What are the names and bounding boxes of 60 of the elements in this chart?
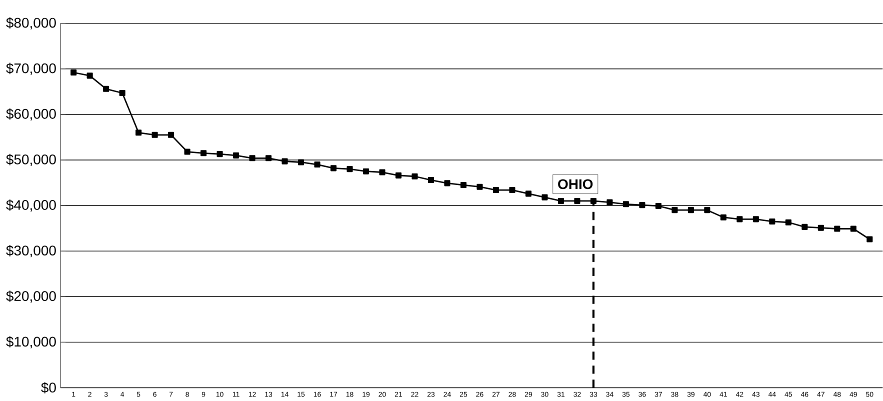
point	[850, 226, 856, 232]
point	[639, 202, 646, 208]
point	[525, 190, 532, 197]
point	[606, 199, 613, 206]
point	[86, 72, 93, 79]
point	[233, 152, 240, 159]
point	[444, 180, 450, 186]
point	[298, 159, 304, 166]
point	[168, 132, 174, 138]
point	[769, 218, 776, 225]
point	[412, 173, 418, 180]
y-tick-label: $10,000	[6, 336, 56, 348]
y-tick-label: $60,000	[6, 108, 56, 121]
point	[200, 150, 207, 156]
point	[428, 177, 434, 184]
point	[184, 148, 190, 155]
point	[362, 168, 370, 175]
y-tick-label: $70,000	[6, 62, 56, 76]
point	[590, 198, 596, 204]
point	[752, 216, 759, 222]
point	[249, 155, 256, 162]
point	[265, 155, 272, 162]
point	[509, 187, 516, 194]
point	[330, 165, 337, 172]
y-tick-label: $50,000	[6, 154, 56, 166]
point	[346, 166, 353, 172]
point	[379, 169, 386, 176]
y-tick-label: $20,000	[6, 290, 56, 303]
y-tick-label: $30,000	[6, 245, 56, 258]
point	[655, 203, 662, 210]
point	[136, 130, 142, 136]
point	[70, 70, 77, 76]
point	[492, 187, 500, 194]
point	[672, 207, 678, 214]
point	[460, 182, 467, 188]
y-tick-label: $0	[41, 382, 56, 394]
point	[103, 86, 110, 92]
point	[216, 151, 223, 158]
point	[785, 220, 792, 226]
point	[395, 172, 402, 179]
point	[476, 184, 483, 190]
point	[720, 214, 726, 221]
point	[558, 198, 564, 204]
point	[152, 132, 158, 138]
annotation: OHIO	[558, 179, 593, 190]
point	[736, 216, 743, 222]
point	[622, 201, 629, 208]
y-tick-label: $80,000	[6, 17, 56, 30]
point	[542, 194, 548, 201]
point	[834, 226, 840, 232]
point	[802, 224, 808, 230]
point	[314, 162, 320, 168]
y-tick-label: $40,000	[6, 200, 56, 212]
point	[866, 236, 873, 242]
point	[688, 207, 694, 214]
point	[704, 207, 710, 214]
point	[574, 198, 580, 204]
point	[282, 158, 288, 165]
point	[119, 90, 126, 96]
point	[818, 224, 824, 232]
